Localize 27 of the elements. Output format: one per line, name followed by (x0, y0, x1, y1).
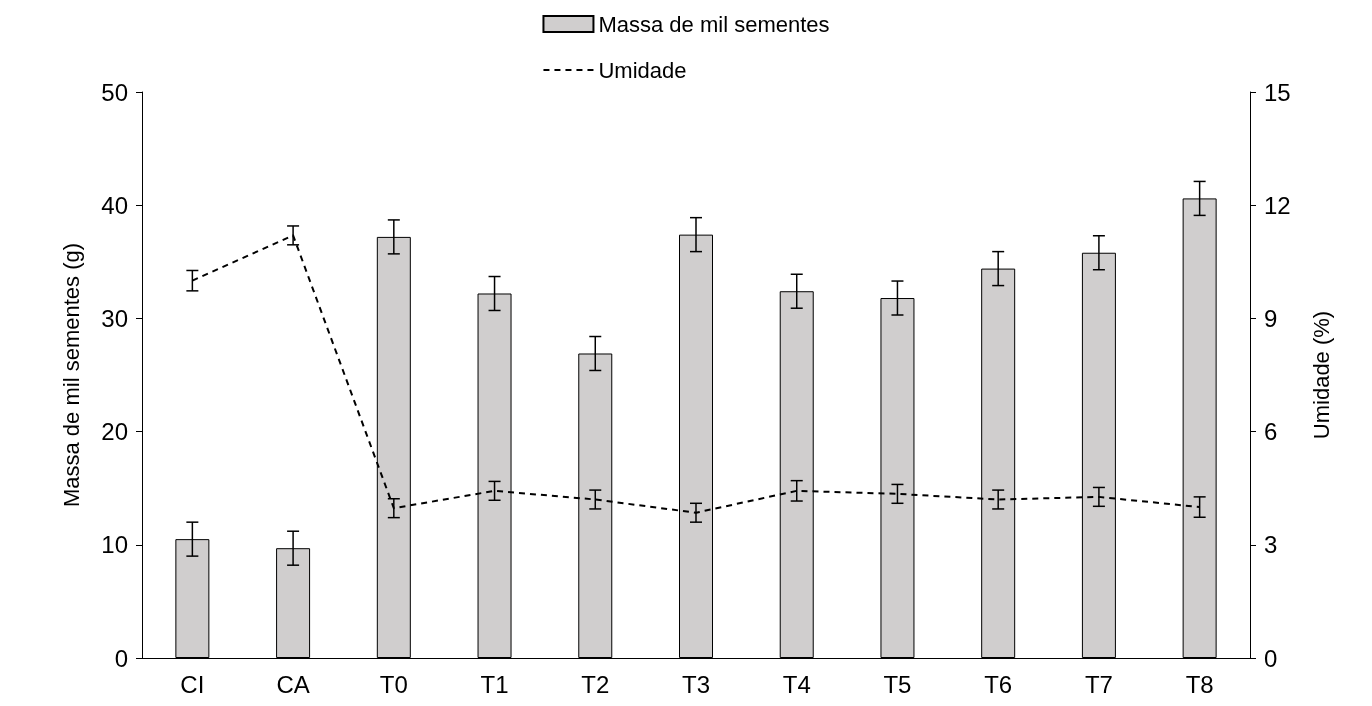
y2-tick-label: 15 (1264, 78, 1291, 106)
x-tick-label: T6 (984, 670, 1013, 698)
x-tick-label: CI (180, 670, 205, 698)
x-tick-label: T7 (1084, 670, 1113, 698)
x-tick-label: T1 (480, 670, 509, 698)
y-axis-title: Massa de mil sementes (g) (58, 242, 84, 508)
y-tick-label: 0 (114, 644, 128, 672)
y2-tick-label: 9 (1264, 304, 1278, 332)
y2-tick-label: 6 (1264, 418, 1278, 446)
y2-tick-label: 0 (1264, 644, 1278, 672)
x-tick-label: T5 (883, 670, 912, 698)
x-tick-label: T8 (1185, 670, 1214, 698)
legend-label: Umidade (598, 57, 687, 83)
x-tick-label: T3 (681, 670, 711, 698)
y-tick-label: 40 (101, 191, 128, 219)
y2-tick-label: 3 (1264, 531, 1278, 559)
x-tick-label: CA (276, 670, 310, 698)
y-tick-label: 30 (101, 304, 128, 332)
y-tick-label: 50 (101, 78, 128, 106)
y-tick-label: 10 (101, 531, 128, 559)
y-tick-label: 20 (101, 418, 128, 446)
x-tick-label: T0 (379, 670, 408, 698)
x-tick-label: T4 (782, 670, 811, 698)
y2-tick-label: 12 (1264, 191, 1291, 219)
y2-axis-title: Umidade (%) (1308, 310, 1334, 440)
legend-label: Massa de mil sementes (598, 11, 830, 37)
x-tick-label: T2 (581, 670, 610, 698)
